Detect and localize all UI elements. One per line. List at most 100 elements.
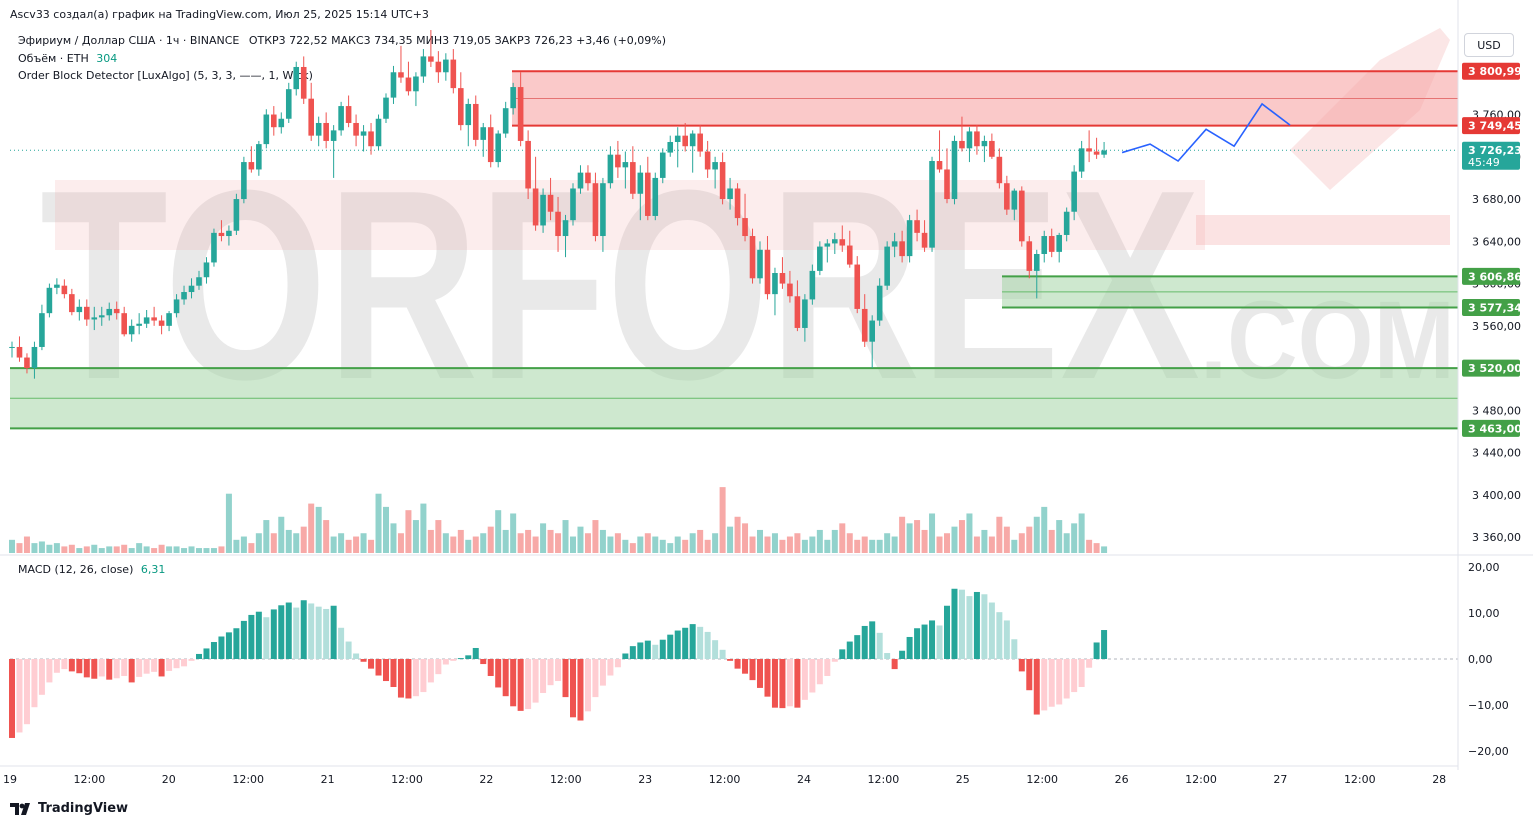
macd-label[interactable]: MACD (12, 26, close) [18,563,134,576]
candle-body [1063,211,1070,235]
volume-bar [218,546,225,553]
volume-bar [996,516,1003,553]
macd-bar [824,659,831,676]
volume-bar [742,523,749,553]
volume-bar [757,529,763,553]
macd-bar [502,659,509,697]
candle-body [226,230,232,237]
attribution-text: Ascv33 создал(а) график на TradingView.c… [10,8,429,21]
candle-body [345,106,352,123]
macd-bar [891,659,898,670]
macd-bar [158,659,165,677]
volume-bar [143,546,150,553]
macd-bar [196,653,202,659]
price-label-box [1462,419,1520,437]
macd-bar [368,659,375,669]
candle-body [24,357,30,369]
macd-bar [278,605,285,659]
macd-bar [405,659,412,699]
macd-bar [599,659,606,686]
volume-bar [1026,526,1033,553]
candle-body [525,140,531,189]
candle-body [577,172,584,189]
candle-body [951,140,958,200]
volume-bar [368,539,375,553]
volume-bar [442,533,449,553]
macd-bar [876,632,883,659]
volume-bar [1063,533,1070,553]
indicator-label[interactable]: Order Block Detector [LuxAlgo] (5, 3, 3,… [18,69,313,82]
candle-body [689,133,696,147]
tradingview-logo[interactable]: TradingView [10,801,128,816]
candle-body [398,72,404,78]
candle-body [353,122,359,136]
macd-bar [136,659,143,677]
candle-body [1086,148,1092,152]
volume-bar [46,544,53,553]
macd-bar [689,624,696,659]
macd-bar [263,617,270,659]
candle-body [16,346,23,358]
candle-body [966,131,973,149]
price-tick-label: 3 640,00 [1472,235,1521,248]
candle-body [592,183,599,237]
volume-bar [240,536,247,553]
volume-bar [345,539,352,553]
volume-bar [1071,523,1078,553]
volume-bar [921,529,928,553]
macd-tick-label: 20,00 [1468,561,1500,574]
macd-bar [749,659,756,681]
currency-button[interactable]: USD [1464,33,1514,57]
volume-bar [801,539,808,553]
volume-bar [861,536,868,553]
candle-body [832,239,838,244]
candle-body [443,59,449,73]
candle-body [1101,150,1107,155]
volume-label[interactable]: Объём · ETH [18,52,89,65]
volume-bar [981,529,988,553]
candle-body [330,130,337,141]
volume-bar [106,546,113,553]
symbol-title[interactable]: Эфириум / Доллар США · 1ч · BINANCE [18,34,240,47]
volume-bar [270,533,277,553]
candle-body [308,98,314,136]
candle-body [817,246,823,271]
candle-body [458,88,464,126]
macd-bar [622,653,629,659]
macd-bar [981,594,988,659]
macd-bar [951,588,958,659]
volume-bar [76,548,83,553]
macd-bar [914,628,921,659]
volume-bar [644,533,651,553]
order-block-zones [10,70,1458,430]
time-axis[interactable]: 19 12:00 20 12:00 21 12:00 22 12:00 23 12:00 24 12:… [0,765,1458,786]
volume-bar [1003,526,1010,553]
macd-bar [936,625,943,659]
candle-body [84,306,90,320]
candles [9,30,1107,379]
macd-bar [854,635,861,659]
candle-body [854,264,861,309]
macd-bar [308,603,315,659]
macd-bar [300,600,307,659]
candle-body [1026,241,1033,271]
candle-body [899,241,905,257]
candle-body [532,188,539,226]
volume-bar [697,529,704,553]
volume-bar [899,516,906,553]
macd-bar [966,596,973,659]
macd-bar [480,659,487,665]
candle-body [824,243,831,247]
volume-bar [622,539,629,553]
candle-body [1048,236,1055,252]
candle-body [300,66,307,99]
volume-bar [23,536,30,553]
price-axis[interactable]: 3 760,003 720,003 680,003 640,003 600,00… [1457,0,1522,770]
candle-body [46,287,53,314]
macd-bar [225,632,232,659]
volume-bar [988,536,995,553]
volume-bar [38,541,45,553]
candle-body [996,156,1003,184]
candle-body [472,103,479,140]
